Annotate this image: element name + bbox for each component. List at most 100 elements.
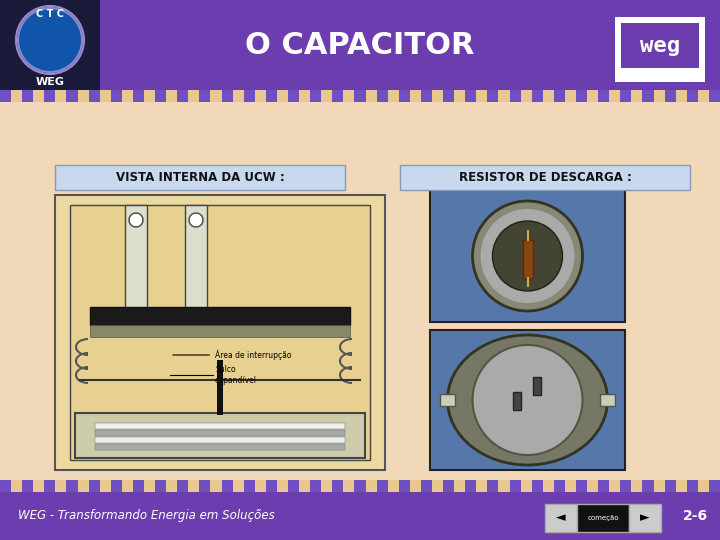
Bar [299, 90, 310, 102]
Bar [609, 90, 621, 102]
Bar [443, 480, 454, 492]
Bar [95, 437, 345, 443]
Bar [665, 480, 675, 492]
Bar [598, 90, 609, 102]
Bar [543, 90, 554, 102]
Bar [687, 90, 698, 102]
Bar [654, 90, 665, 102]
Bar [122, 90, 133, 102]
Bar [288, 90, 299, 102]
Bar [95, 423, 345, 429]
Bar [99, 480, 111, 492]
Bar [185, 205, 207, 315]
Bar [0, 480, 11, 492]
Bar [99, 90, 111, 102]
Bar [421, 480, 432, 492]
Bar [510, 480, 521, 492]
Bar [144, 480, 155, 492]
Bar [454, 90, 465, 102]
Bar [333, 90, 343, 102]
Ellipse shape [448, 335, 608, 465]
Bar [510, 90, 521, 102]
Bar [432, 90, 443, 102]
Bar [210, 480, 222, 492]
Bar [521, 480, 531, 492]
Bar [454, 480, 465, 492]
Bar [11, 90, 22, 102]
Bar [521, 90, 531, 102]
Text: Área de interrupção: Área de interrupção [173, 350, 292, 360]
Bar [629, 504, 661, 532]
Text: C T C: C T C [36, 9, 64, 19]
Bar [565, 480, 576, 492]
Bar [477, 480, 487, 492]
Text: VISTA INTERNA DA UCW :: VISTA INTERNA DA UCW : [116, 171, 284, 184]
Bar [709, 90, 720, 102]
Bar [45, 90, 55, 102]
Bar [554, 90, 565, 102]
Bar [66, 90, 78, 102]
Bar [255, 90, 266, 102]
Bar [631, 90, 642, 102]
Circle shape [129, 213, 143, 227]
Bar [698, 480, 709, 492]
Bar [233, 90, 243, 102]
Bar [665, 90, 675, 102]
Bar [366, 90, 377, 102]
Bar [545, 504, 577, 532]
Bar [199, 480, 210, 492]
Bar [577, 504, 629, 532]
Bar [0, 0, 720, 90]
Circle shape [492, 221, 562, 291]
Bar [0, 492, 720, 540]
Bar [354, 480, 366, 492]
Bar [0, 90, 11, 102]
Bar [89, 480, 99, 492]
Bar [277, 90, 288, 102]
Bar [11, 480, 22, 492]
Bar [55, 90, 66, 102]
Bar [321, 90, 333, 102]
Bar [354, 90, 366, 102]
Bar [399, 480, 410, 492]
Bar [199, 90, 210, 102]
Bar [189, 480, 199, 492]
Bar [222, 90, 233, 102]
Bar [377, 480, 387, 492]
Bar [675, 90, 687, 102]
Bar [122, 480, 133, 492]
Bar [576, 90, 587, 102]
Bar [565, 90, 576, 102]
Ellipse shape [472, 345, 582, 455]
Bar [55, 480, 66, 492]
Bar [477, 90, 487, 102]
Bar [543, 480, 554, 492]
Bar [90, 325, 350, 337]
Bar [177, 90, 189, 102]
Bar [675, 480, 687, 492]
Bar [310, 90, 321, 102]
Text: RESISTOR DE DESCARGA :: RESISTOR DE DESCARGA : [459, 171, 631, 184]
Text: WEG: WEG [35, 77, 65, 87]
Bar [22, 480, 33, 492]
Bar [0, 0, 100, 90]
Bar [709, 480, 720, 492]
Bar [487, 90, 498, 102]
Bar [45, 480, 55, 492]
Circle shape [472, 201, 582, 311]
Bar [266, 480, 277, 492]
Bar [125, 205, 147, 315]
Bar [615, 68, 705, 82]
Text: começão: começão [588, 515, 618, 521]
Bar [55, 195, 385, 470]
Bar [642, 480, 654, 492]
Bar [70, 205, 370, 460]
Bar [78, 480, 89, 492]
Bar [421, 90, 432, 102]
Bar [95, 444, 345, 450]
Bar [166, 480, 177, 492]
Bar [222, 480, 233, 492]
Bar [598, 480, 609, 492]
Bar [266, 90, 277, 102]
Bar [144, 90, 155, 102]
